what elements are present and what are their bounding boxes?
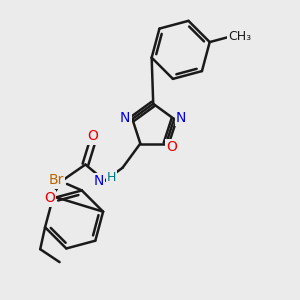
Text: N: N [120, 111, 130, 125]
Text: O: O [167, 140, 177, 154]
Text: O: O [87, 129, 98, 143]
Text: N: N [94, 174, 104, 188]
Text: H: H [106, 171, 116, 184]
Text: O: O [44, 191, 55, 206]
Text: CH₃: CH₃ [228, 30, 251, 43]
Text: N: N [176, 111, 186, 125]
Text: Br: Br [49, 173, 64, 188]
